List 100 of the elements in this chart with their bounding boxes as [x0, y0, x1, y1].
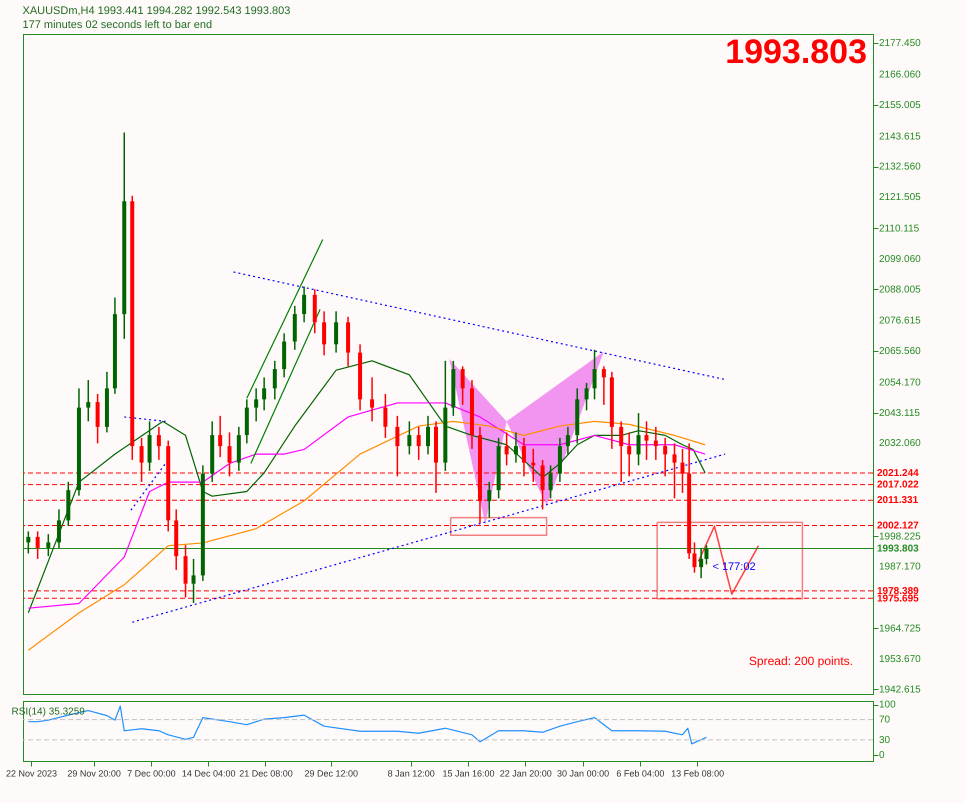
candlestick — [592, 349, 597, 400]
candlestick — [460, 366, 465, 406]
candlestick — [383, 393, 388, 439]
candlestick — [130, 195, 134, 461]
candlestick — [699, 547, 704, 579]
candlestick — [636, 412, 641, 466]
candlestick — [602, 366, 606, 406]
x-tick-label: 7 Dec 00:00 — [127, 768, 176, 778]
y-tick-label: 2132.560 — [879, 162, 922, 173]
candlestick — [244, 398, 249, 444]
candlestick — [122, 132, 126, 340]
candlestick — [282, 332, 286, 378]
x-tick-label: 21 Dec 08:00 — [239, 768, 293, 778]
candlestick — [236, 426, 241, 472]
candlestick — [407, 420, 412, 456]
y-tick-label: 1998.225 — [879, 531, 922, 542]
y-tick-label: 2155.005 — [879, 100, 922, 111]
y-tick-label: 30 — [879, 734, 891, 746]
candlestick — [218, 415, 222, 458]
candlestick — [292, 305, 297, 351]
candlestick — [575, 388, 580, 444]
y-tick-label: 1987.170 — [879, 562, 922, 573]
candlestick — [451, 360, 456, 417]
y-tick-label: 1942.615 — [879, 684, 922, 696]
candlestick — [66, 481, 70, 527]
candlestick — [272, 360, 277, 400]
x-tick-label: 22 Jan 20:00 — [500, 768, 552, 778]
candlestick — [312, 288, 317, 334]
y-tick-label: 2177.450 — [879, 38, 922, 50]
candlestick — [644, 420, 649, 461]
candlestick — [654, 426, 658, 461]
candlestick — [76, 388, 81, 496]
candlestick — [692, 542, 696, 574]
y-tick-label: 2121.505 — [879, 192, 922, 204]
y-tick-label: 2110.115 — [879, 223, 920, 234]
x-tick-label: 22 Nov 2023 — [6, 768, 58, 778]
candlestick — [262, 376, 266, 412]
x-tick-label: 13 Feb 08:00 — [671, 768, 724, 778]
y-tick-label: 2088.005 — [879, 284, 922, 296]
candlestick — [416, 426, 421, 461]
candlestick — [104, 371, 109, 434]
candlestick — [426, 415, 430, 456]
candlestick — [496, 437, 501, 500]
candlestick — [36, 530, 40, 560]
x-tick-label: 14 Dec 04:00 — [182, 768, 236, 778]
y-tick-label: 2054.170 — [879, 377, 922, 388]
chart-title: XAUUSDm,H4 1993.441 1994.282 1992.543 1993.803 — [22, 5, 290, 17]
candlestick — [566, 426, 570, 456]
annotation: 1993.803 — [725, 33, 867, 71]
x-tick-label: 15 Jan 16:00 — [442, 768, 495, 778]
ref-line-label: 1975.695 — [877, 593, 920, 604]
x-tick-label: 6 Feb 04:00 — [616, 768, 664, 778]
candlestick — [302, 286, 306, 324]
candlestick — [334, 310, 338, 354]
candlestick — [558, 437, 562, 483]
candlestick — [370, 376, 374, 422]
candlestick — [504, 432, 509, 466]
candlestick — [56, 508, 61, 549]
candlestick — [358, 344, 362, 412]
candlestick — [584, 382, 589, 412]
candlestick — [704, 544, 708, 566]
y-tick-label: 2065.560 — [879, 346, 922, 358]
y-tick-label: 2166.060 — [879, 70, 922, 81]
ref-line-label: 2021.244 — [877, 468, 920, 479]
ref-line-label: 2011.331 — [877, 495, 919, 506]
line-series — [28, 360, 706, 614]
y-tick-label: 2076.615 — [879, 316, 922, 327]
line-series — [28, 402, 706, 609]
candlestick — [148, 420, 152, 472]
candlestick — [96, 393, 100, 444]
candlestick — [86, 379, 90, 422]
candlestick — [254, 388, 258, 422]
candlestick — [192, 558, 196, 604]
y-tick-label: 1964.725 — [879, 623, 922, 634]
x-tick-label: 29 Dec 12:00 — [304, 768, 358, 778]
candlestick — [200, 464, 205, 582]
y-tick-label: 100 — [879, 700, 896, 711]
ref-line-label: 1993.803 — [877, 543, 920, 554]
line-series — [28, 420, 706, 651]
chart-subtitle: 177 minutes 02 seconds left to bar end — [22, 19, 212, 31]
candlestick — [548, 464, 553, 500]
candlestick — [487, 481, 492, 518]
y-tick-label: 2043.115 — [879, 408, 920, 419]
y-tick-label: 70 — [879, 714, 891, 726]
annotation: Spread: 200 points. — [748, 654, 853, 668]
ref-line-label: 2002.127 — [877, 520, 920, 532]
candlestick — [470, 379, 474, 450]
y-tick-label: 2099.060 — [879, 254, 922, 265]
ref-line-label: 2017.022 — [877, 480, 920, 491]
candlestick — [46, 533, 50, 557]
candlestick — [112, 296, 117, 395]
y-tick-label: 1953.670 — [879, 654, 922, 665]
y-tick-label: 0 — [879, 750, 885, 761]
candlestick — [346, 316, 350, 368]
candlestick — [26, 530, 30, 554]
candlestick — [514, 432, 518, 464]
x-tick-label: 30 Jan 00:00 — [557, 768, 610, 778]
y-tick-label: 2032.060 — [879, 438, 922, 450]
candlestick — [156, 426, 161, 461]
candlestick — [210, 420, 214, 483]
